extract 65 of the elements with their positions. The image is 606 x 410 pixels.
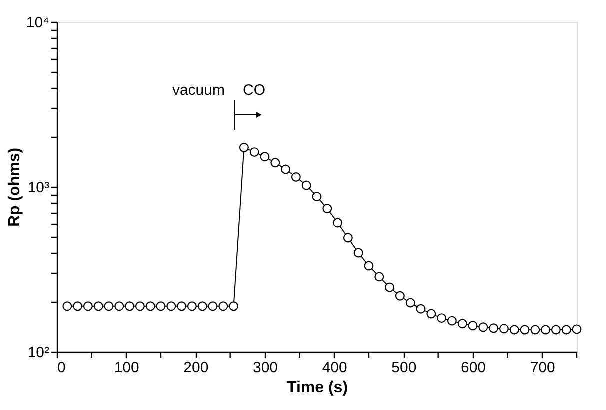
x-tick-label: 600: [460, 360, 486, 376]
point: [260, 152, 270, 162]
point: [364, 261, 374, 271]
point: [166, 302, 176, 312]
point: [94, 302, 104, 312]
x-tick-label: 700: [530, 360, 556, 376]
point: [250, 148, 260, 158]
point: [146, 302, 156, 312]
point: [73, 302, 83, 312]
point: [468, 321, 478, 331]
x-tick-label: 0: [58, 360, 66, 376]
point: [489, 324, 499, 334]
point: [447, 316, 457, 326]
point: [291, 172, 301, 182]
point: [302, 180, 312, 190]
point: [218, 302, 228, 312]
point: [343, 233, 353, 243]
point: [499, 324, 509, 334]
point: [385, 282, 395, 292]
annotation: CO: [243, 82, 266, 99]
point: [177, 302, 187, 312]
point: [62, 302, 72, 312]
point: [322, 204, 332, 214]
point: [104, 302, 114, 312]
point: [83, 302, 93, 312]
point: [572, 324, 582, 334]
point: [541, 325, 551, 335]
point: [125, 302, 135, 312]
point: [510, 325, 520, 335]
point: [478, 322, 488, 332]
point: [551, 325, 561, 335]
x-tick-label: 300: [252, 360, 278, 376]
point: [187, 302, 197, 312]
annotation: vacuum: [172, 82, 225, 99]
point: [239, 143, 249, 152]
point: [458, 319, 468, 329]
point: [437, 314, 447, 324]
x-tick-label: 200: [184, 360, 209, 376]
x-tick-label: 400: [322, 360, 348, 376]
point: [354, 248, 364, 258]
point: [520, 325, 530, 335]
point: [312, 192, 322, 202]
point: [208, 302, 218, 312]
point: [270, 158, 280, 168]
y-axis-title: Rp (ohms): [6, 148, 24, 228]
y-tick-label: 10²: [28, 344, 50, 362]
point: [281, 164, 291, 174]
x-axis-title: Time (s): [286, 380, 348, 396]
point: [135, 302, 145, 312]
point: [530, 325, 540, 335]
point: [333, 218, 343, 228]
x-tick-label: 500: [392, 360, 417, 376]
point: [406, 298, 416, 308]
point: [114, 302, 124, 312]
y-tick-label: 10³: [28, 180, 50, 196]
x-tick-label: 100: [114, 360, 140, 376]
point: [416, 304, 426, 314]
y-tick-label: 10⁴: [26, 14, 50, 32]
point: [156, 302, 166, 312]
point: [198, 302, 208, 312]
point: [374, 272, 384, 282]
point: [562, 325, 572, 335]
point: [426, 309, 436, 319]
point: [395, 291, 405, 301]
point: [229, 302, 239, 312]
